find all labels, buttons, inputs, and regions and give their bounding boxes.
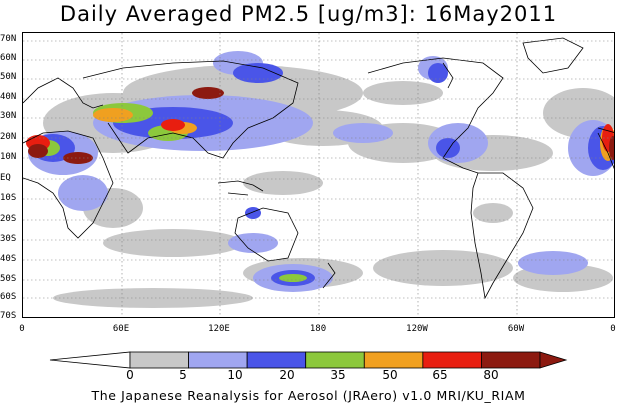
- lon-label: 60E: [112, 324, 130, 334]
- lon-label: 0: [19, 324, 25, 334]
- colorbar-low-triangle: [49, 351, 131, 369]
- pm25-band-80-plus: [28, 87, 614, 164]
- lon-label: 120E: [208, 324, 230, 334]
- lon-label: 60W: [507, 324, 525, 334]
- colorbar-label: 0: [126, 368, 134, 382]
- colorbar-swatch: [246, 351, 307, 369]
- colorbar-label: 65: [432, 368, 448, 382]
- coastlines: [23, 37, 614, 300]
- colorbar-swatch: [305, 351, 365, 369]
- lat-label: 40S: [0, 254, 17, 264]
- colorbar-label: 10: [227, 368, 243, 382]
- colorbar-swatch: [129, 351, 189, 369]
- footer-credit: The Japanese Reanalysis for Aerosol (JRA…: [91, 388, 526, 403]
- lat-label: 30S: [0, 234, 17, 244]
- lat-label: 10N: [0, 152, 17, 162]
- lon-label: 120W: [406, 324, 428, 334]
- colorbar-swatch: [481, 351, 541, 369]
- lon-label: 0: [610, 324, 616, 334]
- colorbar-high-triangle: [539, 351, 568, 369]
- colorbar-label: 5: [179, 368, 187, 382]
- colorbar-swatch: [188, 351, 248, 369]
- colorbar-swatch: [363, 351, 424, 369]
- lat-label: 50S: [0, 274, 17, 284]
- graticule: [23, 33, 614, 317]
- lat-label: 70N: [0, 34, 17, 44]
- lat-label: 20N: [0, 132, 17, 142]
- lat-label: 40N: [0, 92, 17, 102]
- lat-label: 50N: [0, 72, 17, 82]
- pm25-map-canvas: [23, 33, 614, 317]
- lat-label: EQ: [0, 173, 11, 183]
- lat-label: 60N: [0, 53, 17, 63]
- colorbar: [49, 351, 568, 369]
- colorbar-label: 35: [330, 368, 346, 382]
- colorbar-label: 50: [382, 368, 398, 382]
- pm25-map: [22, 32, 615, 318]
- colorbar-swatch: [422, 351, 482, 369]
- lat-label: 30N: [0, 111, 17, 121]
- lat-label: 10S: [0, 193, 17, 203]
- colorbar-label: 20: [279, 368, 295, 382]
- lat-label: 60S: [0, 292, 17, 302]
- lat-label: 20S: [0, 214, 17, 224]
- lon-label: 180: [309, 324, 327, 334]
- map-title: Daily Averaged PM2.5 [ug/m3]: 16May2011: [59, 2, 558, 26]
- colorbar-label: 80: [483, 368, 499, 382]
- lat-label: 70S: [0, 311, 17, 321]
